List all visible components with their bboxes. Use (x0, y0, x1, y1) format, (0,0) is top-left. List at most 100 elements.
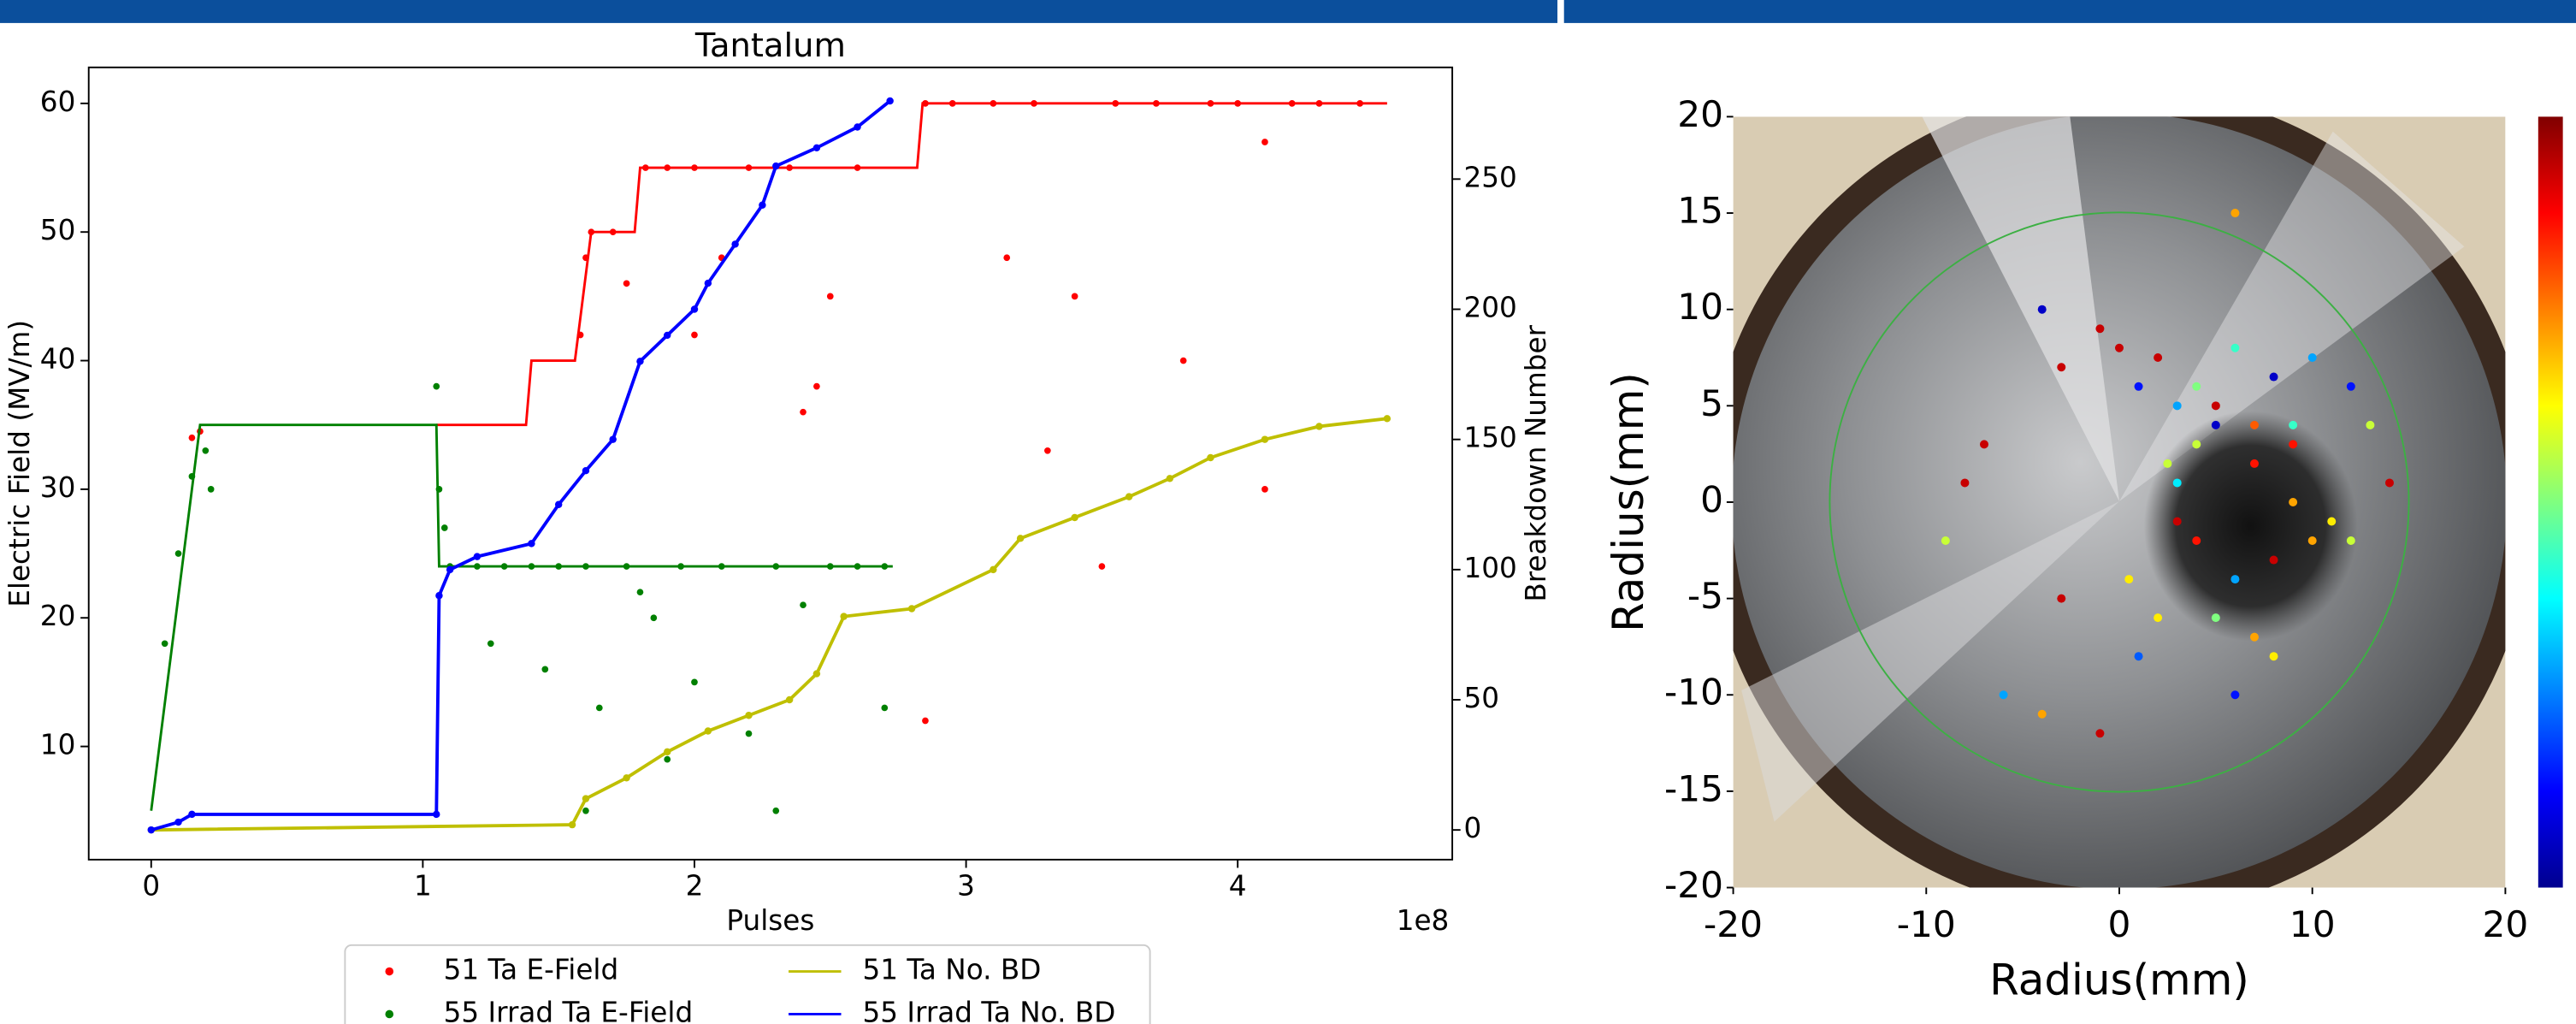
breakdown-spot (2346, 382, 2355, 391)
scatter-point (595, 704, 603, 712)
breakdown-spot (2249, 632, 2259, 642)
line-marker (704, 727, 712, 735)
breakdown-spot (2163, 459, 2172, 468)
x-tick-label: 10 (2289, 903, 2336, 945)
x-tick-label: -20 (1704, 903, 1763, 945)
breakdown-spot (2269, 372, 2278, 382)
line-marker (1315, 423, 1323, 430)
breakdown-spot (2192, 382, 2201, 391)
line-marker (812, 670, 821, 678)
scatter-point (500, 563, 508, 570)
legend-label: 55 Irrad Ta No. BD (862, 996, 1115, 1024)
breakdown-spot (2134, 382, 2143, 391)
y2-tick-label: 0 (1464, 812, 1482, 844)
scatter-point (1207, 100, 1214, 107)
legend-label: 51 Ta No. BD (862, 954, 1041, 986)
line-marker (433, 810, 440, 819)
line-marker (663, 331, 671, 340)
y-tick-label: 10 (40, 729, 76, 761)
series-line (151, 417, 1388, 832)
breakdown-spot (2289, 497, 2298, 506)
line-marker (690, 305, 699, 313)
scatter-point (800, 601, 806, 609)
breakdown-spot (2269, 555, 2278, 565)
breakdown-spot (2057, 594, 2066, 603)
scatter-point (677, 563, 684, 570)
breakdown-spot (2192, 536, 2201, 546)
breakdown-spot (2114, 343, 2124, 352)
line-marker (473, 553, 482, 560)
x-tick-label: 2 (686, 870, 704, 903)
chart-title: Tantalum (694, 27, 846, 65)
x-axis-label: Radius(mm) (1989, 955, 2249, 1004)
x-tick-label: -10 (1897, 903, 1956, 945)
scatter-point (576, 331, 584, 339)
field-step-line (436, 102, 1387, 427)
breakdown-spot (2124, 575, 2134, 584)
scatter-point (174, 550, 182, 557)
scatter-point (1098, 563, 1106, 570)
scatter-point (813, 382, 820, 390)
y-axis-label: Radius(mm) (1604, 372, 1653, 632)
breakdown-spot (2211, 420, 2220, 429)
scatter-point (582, 563, 589, 570)
y-tick-label: -5 (1687, 575, 1723, 617)
colorbar (2538, 116, 2563, 888)
x-tick-label: 0 (2108, 903, 2131, 945)
scatter-point (1234, 100, 1242, 107)
scatter-point (1315, 100, 1323, 107)
scatter-point (641, 164, 649, 171)
scatter-point (691, 678, 698, 686)
scatter-point (1003, 254, 1011, 262)
breakdown-spot (2172, 478, 2182, 488)
scatter-point (188, 473, 196, 480)
legend-label: 51 Ta E-Field (444, 954, 619, 986)
line-marker (745, 712, 753, 719)
scatter-point (487, 640, 494, 648)
breakdown-spot (2192, 440, 2201, 449)
breakdown-spot (2346, 536, 2355, 546)
scatter-point (440, 524, 448, 531)
scatter-point (202, 447, 210, 454)
y-tick-label: 20 (1677, 93, 1723, 135)
scatter-point (691, 331, 698, 339)
breakdown-spot (2307, 536, 2317, 546)
y-tick-label: 50 (40, 214, 76, 246)
field-step-line (150, 423, 893, 811)
line-marker (528, 540, 535, 548)
breakdown-spot (1960, 478, 1970, 488)
breakdown-spot (2384, 478, 2394, 488)
y-tick-label: 60 (40, 86, 76, 118)
line-marker (188, 810, 196, 819)
scatter-point (161, 640, 168, 648)
line-marker (446, 565, 454, 574)
scatter-point (207, 486, 215, 493)
legend-swatch (385, 1009, 394, 1019)
y2-axis-label: Breakdown Number (1520, 324, 1552, 601)
line-marker (1125, 493, 1133, 500)
line-marker (1261, 435, 1269, 443)
line-marker (886, 97, 894, 105)
scatter-point (745, 164, 753, 171)
breakdown-spot (2307, 353, 2317, 363)
scatter-point (474, 563, 481, 570)
scatter-point (623, 563, 630, 570)
line-marker (174, 818, 182, 826)
breakdown-spot (2095, 324, 2105, 334)
plot-frame (87, 66, 1454, 861)
line-marker (435, 592, 443, 600)
line-marker (1383, 415, 1391, 423)
breakdown-spot (2154, 613, 2163, 623)
y2-tick-label: 150 (1464, 422, 1517, 454)
breakdown-spot (2230, 575, 2240, 584)
scatter-point (772, 807, 780, 814)
scatter-point (609, 228, 617, 236)
y-tick-label: 15 (1677, 190, 1723, 232)
y-tick-label: 0 (1700, 478, 1723, 520)
y-tick-label: -20 (1664, 864, 1723, 906)
scatter-point (826, 293, 834, 300)
scatter-point (1356, 100, 1363, 107)
scatter-point (691, 164, 698, 171)
line-marker (568, 820, 576, 829)
